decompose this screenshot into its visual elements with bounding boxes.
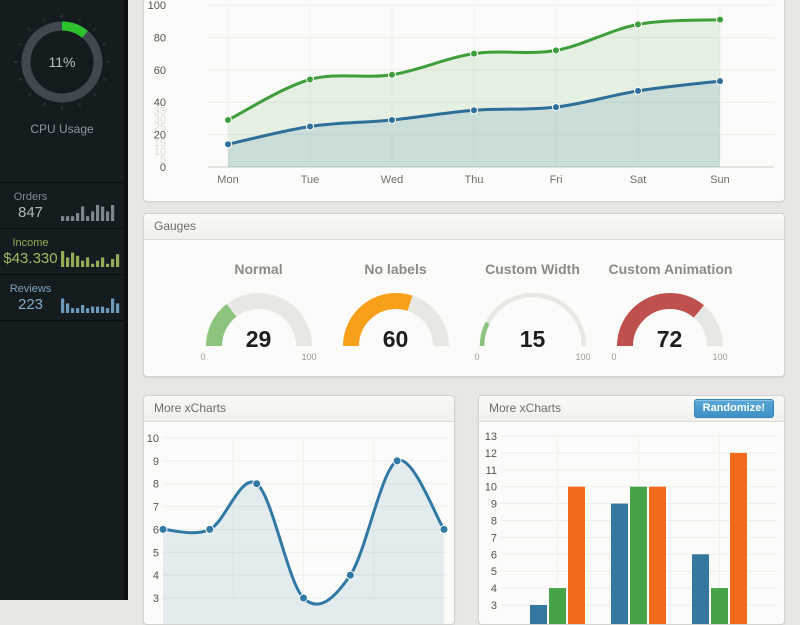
gauge-arc: 60 [338,289,454,352]
sidebar: 11% CPU Usage Orders 847 Income $43.330 … [0,0,128,600]
more1-panel-title: More xCharts [154,401,227,415]
svg-text:6: 6 [153,524,159,536]
orders-label: Orders [13,190,48,203]
svg-text:7: 7 [153,502,159,514]
gauge-custom-animation: Custom Animation 72 0 100 [608,261,733,362]
svg-text:35: 35 [154,105,166,117]
gauges-panel-header: Gauges [144,214,784,240]
weekly-chart-panel: Mon Tue Wed Thu Fri Sat Sun 5 10 15 25 30 35 0 20 40 60 8… [143,0,785,202]
gauge-title: Custom Width [485,261,580,277]
sidebar-item-orders[interactable]: Orders 847 [0,182,124,228]
reviews-value: 223 [17,295,44,313]
svg-text:8: 8 [491,516,497,528]
sidebar-item-reviews[interactable]: Reviews 223 [0,274,124,320]
gauge-arc: 15 [475,289,591,352]
svg-text:8: 8 [153,479,159,491]
svg-text:0: 0 [160,162,166,174]
svg-text:100: 100 [148,0,166,12]
svg-text:12: 12 [485,448,497,460]
sidebar-stats: Orders 847 Income $43.330 Reviews 223 [0,182,124,321]
income-value: $43.330 [3,249,58,267]
svg-text:5: 5 [491,566,497,578]
more2-panel-header: Randomize! More xCharts [479,396,784,422]
gauge-min-max: 0 100 [611,352,728,362]
cpu-percent: 11% [48,54,76,70]
income-sparkline-bars [61,250,120,267]
svg-text:4: 4 [153,570,159,582]
svg-text:9: 9 [491,499,497,511]
gauge-arc: 72 [612,289,728,352]
svg-text:Thu: Thu [465,174,484,186]
svg-text:20: 20 [154,130,166,142]
reviews-text: Reviews 223 [0,283,61,313]
svg-text:30: 30 [154,113,166,125]
svg-text:80: 80 [154,32,166,44]
orders-sparkline [61,191,124,221]
svg-text:Sun: Sun [710,174,730,186]
svg-text:3: 3 [491,600,497,612]
main-content: Mon Tue Wed Thu Fri Sat Sun 5 10 15 25 30 35 0 20 40 60 8… [128,0,800,625]
randomize-button[interactable]: Randomize! [693,399,774,418]
gauges-panel: Gauges Normal 29 0 100 No labels 60 Custom Wid… [143,213,785,377]
orders-sparkline-bars [61,204,115,221]
gauges-panel-title: Gauges [154,219,197,233]
cpu-gauge-ring [14,14,110,110]
bar-chart: 13 12 11 10 9 8 7 6 5 4 3 [485,431,777,624]
svg-text:13: 13 [485,431,497,443]
svg-text:25: 25 [154,122,166,134]
income-text: Income $43.330 [0,237,61,267]
gauge-title: No labels [364,261,427,277]
svg-text:6: 6 [491,549,497,561]
svg-text:Wed: Wed [381,174,403,186]
gauge-value: 60 [382,326,409,352]
more2-panel-title: More xCharts [489,401,562,415]
svg-text:40: 40 [154,97,166,109]
cpu-gauge: 11% [12,12,112,112]
svg-text:Mon: Mon [217,174,238,186]
svg-text:10: 10 [154,146,166,158]
gauge-custom-width: Custom Width 15 0 100 [472,261,594,362]
svg-text:9: 9 [153,456,159,468]
reviews-sparkline [61,283,124,313]
gauge-arc: 29 [201,289,317,352]
gauge-normal: Normal 29 0 100 [198,261,320,362]
svg-text:Fri: Fri [550,174,563,186]
reviews-sparkline-bars [61,298,120,313]
income-label: Income [12,236,49,249]
gauge-title: Custom Animation [608,261,733,277]
income-sparkline [61,237,124,267]
cpu-usage-label: CPU Usage [30,122,94,136]
svg-text:11: 11 [486,465,497,477]
gauge-min-max: 0 100 [200,352,317,362]
svg-text:15: 15 [154,138,166,150]
gauge-value: 72 [656,326,683,352]
gauge-value: 15 [519,326,546,352]
svg-text:Sat: Sat [630,174,647,186]
svg-text:4: 4 [491,583,497,595]
svg-text:Tue: Tue [301,174,320,186]
more1-panel-header: More xCharts [144,396,454,422]
more-xcharts-line-panel: More xCharts 10 9 8 7 6 5 4 3 [143,395,455,625]
sidebar-item-income[interactable]: Income $43.330 [0,228,124,274]
gauge-title: Normal [234,261,283,277]
gauge-min-max: 0 100 [474,352,591,362]
gauge-value: 29 [245,326,272,352]
gauge-no-labels: No labels 60 [335,261,457,362]
svg-text:10: 10 [485,482,497,494]
small-line-chart: 10 9 8 7 6 5 4 3 [147,433,449,624]
svg-text:60: 60 [154,65,166,77]
orders-text: Orders 847 [0,191,61,221]
svg-text:3: 3 [153,593,159,605]
gauges-body: Normal 29 0 100 No labels 60 Custom Width 15 0 10… [144,240,784,362]
orders-value: 847 [17,203,44,221]
svg-text:5: 5 [153,547,159,559]
svg-text:7: 7 [491,532,497,544]
svg-text:10: 10 [147,433,159,445]
more-xcharts-bar-panel: Randomize! More xCharts 13 12 11 10 9 8 7 6 5 4 3 [478,395,785,625]
reviews-label: Reviews [9,282,52,295]
svg-text:5: 5 [160,154,166,166]
